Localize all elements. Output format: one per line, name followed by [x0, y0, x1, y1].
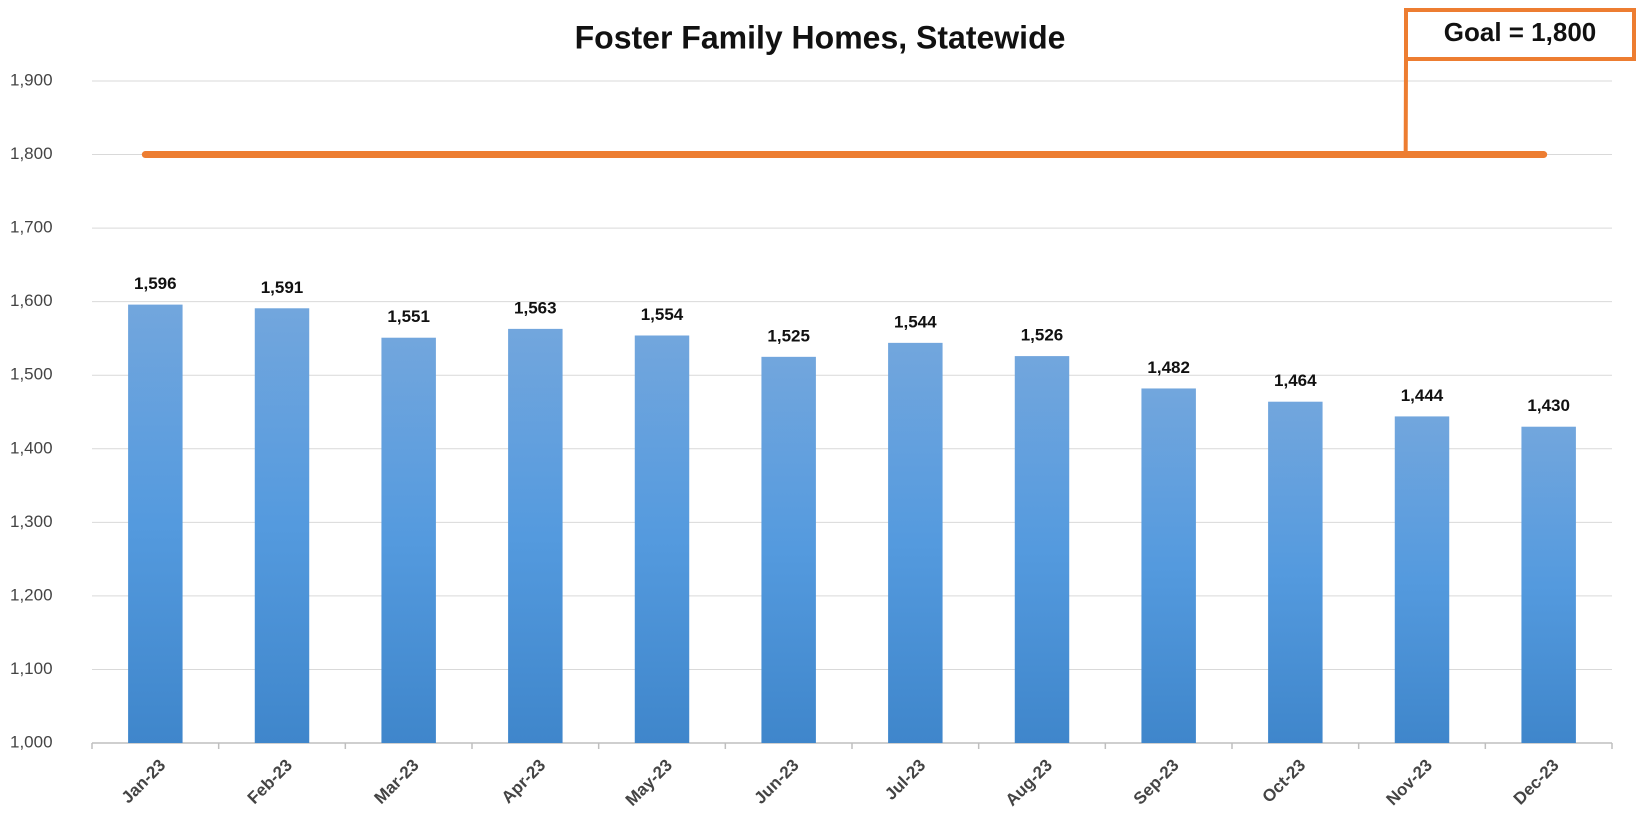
bar [381, 337, 436, 743]
y-tick-label: 1,700 [10, 218, 53, 237]
value-label: 1,464 [1274, 371, 1317, 390]
y-tick-label: 1,600 [10, 291, 53, 310]
value-label: 1,525 [767, 326, 810, 345]
bar [888, 342, 943, 743]
value-label: 1,544 [894, 312, 937, 331]
bar [1521, 426, 1576, 743]
bar [1394, 416, 1450, 743]
x-tick-label: Mar-23 [370, 756, 422, 808]
x-tick-label: Sep-23 [1130, 756, 1183, 809]
y-tick-label: 1,400 [10, 438, 53, 457]
value-label: 1,526 [1021, 326, 1064, 345]
y-tick-label: 1,000 [10, 732, 53, 751]
value-label: 1,596 [134, 274, 177, 293]
x-tick-label: Jul-23 [881, 756, 929, 804]
chart-title: Foster Family Homes, Statewide [575, 19, 1066, 55]
bar [128, 304, 183, 743]
x-tick-label: Jun-23 [750, 756, 802, 808]
callout-leader [1403, 57, 1636, 155]
y-tick-label: 1,300 [10, 512, 53, 531]
value-label: 1,444 [1401, 386, 1444, 405]
value-label: 1,551 [387, 307, 430, 326]
x-tick-label: Nov-23 [1382, 756, 1436, 810]
y-tick-label: 1,200 [10, 585, 53, 604]
value-label: 1,430 [1527, 396, 1570, 415]
value-label: 1,482 [1147, 358, 1190, 377]
y-tick-label: 1,800 [10, 144, 53, 163]
callout-box [1404, 8, 1636, 61]
bar [508, 328, 563, 743]
y-tick-label: 1,900 [10, 70, 53, 89]
x-tick-label: Aug-23 [1002, 756, 1056, 810]
bar [1268, 401, 1323, 743]
bar [254, 308, 310, 743]
value-label: 1,591 [261, 278, 304, 297]
y-tick-label: 1,500 [10, 365, 53, 384]
x-tick-label: Feb-23 [244, 756, 296, 808]
x-tick-label: May-23 [622, 756, 676, 810]
x-tick-label: Oct-23 [1258, 756, 1309, 807]
x-tick-label: Dec-23 [1510, 756, 1563, 809]
bar [1014, 356, 1070, 743]
value-label: 1,554 [641, 305, 684, 324]
goal-label: Goal = 1,800 [1444, 17, 1596, 47]
bar [761, 356, 816, 743]
y-tick-label: 1,100 [10, 659, 53, 678]
bar [1141, 388, 1196, 743]
value-label: 1,563 [514, 298, 557, 317]
x-tick-label: Apr-23 [498, 756, 550, 808]
bar [634, 335, 690, 743]
x-tick-label: Jan-23 [118, 756, 170, 808]
